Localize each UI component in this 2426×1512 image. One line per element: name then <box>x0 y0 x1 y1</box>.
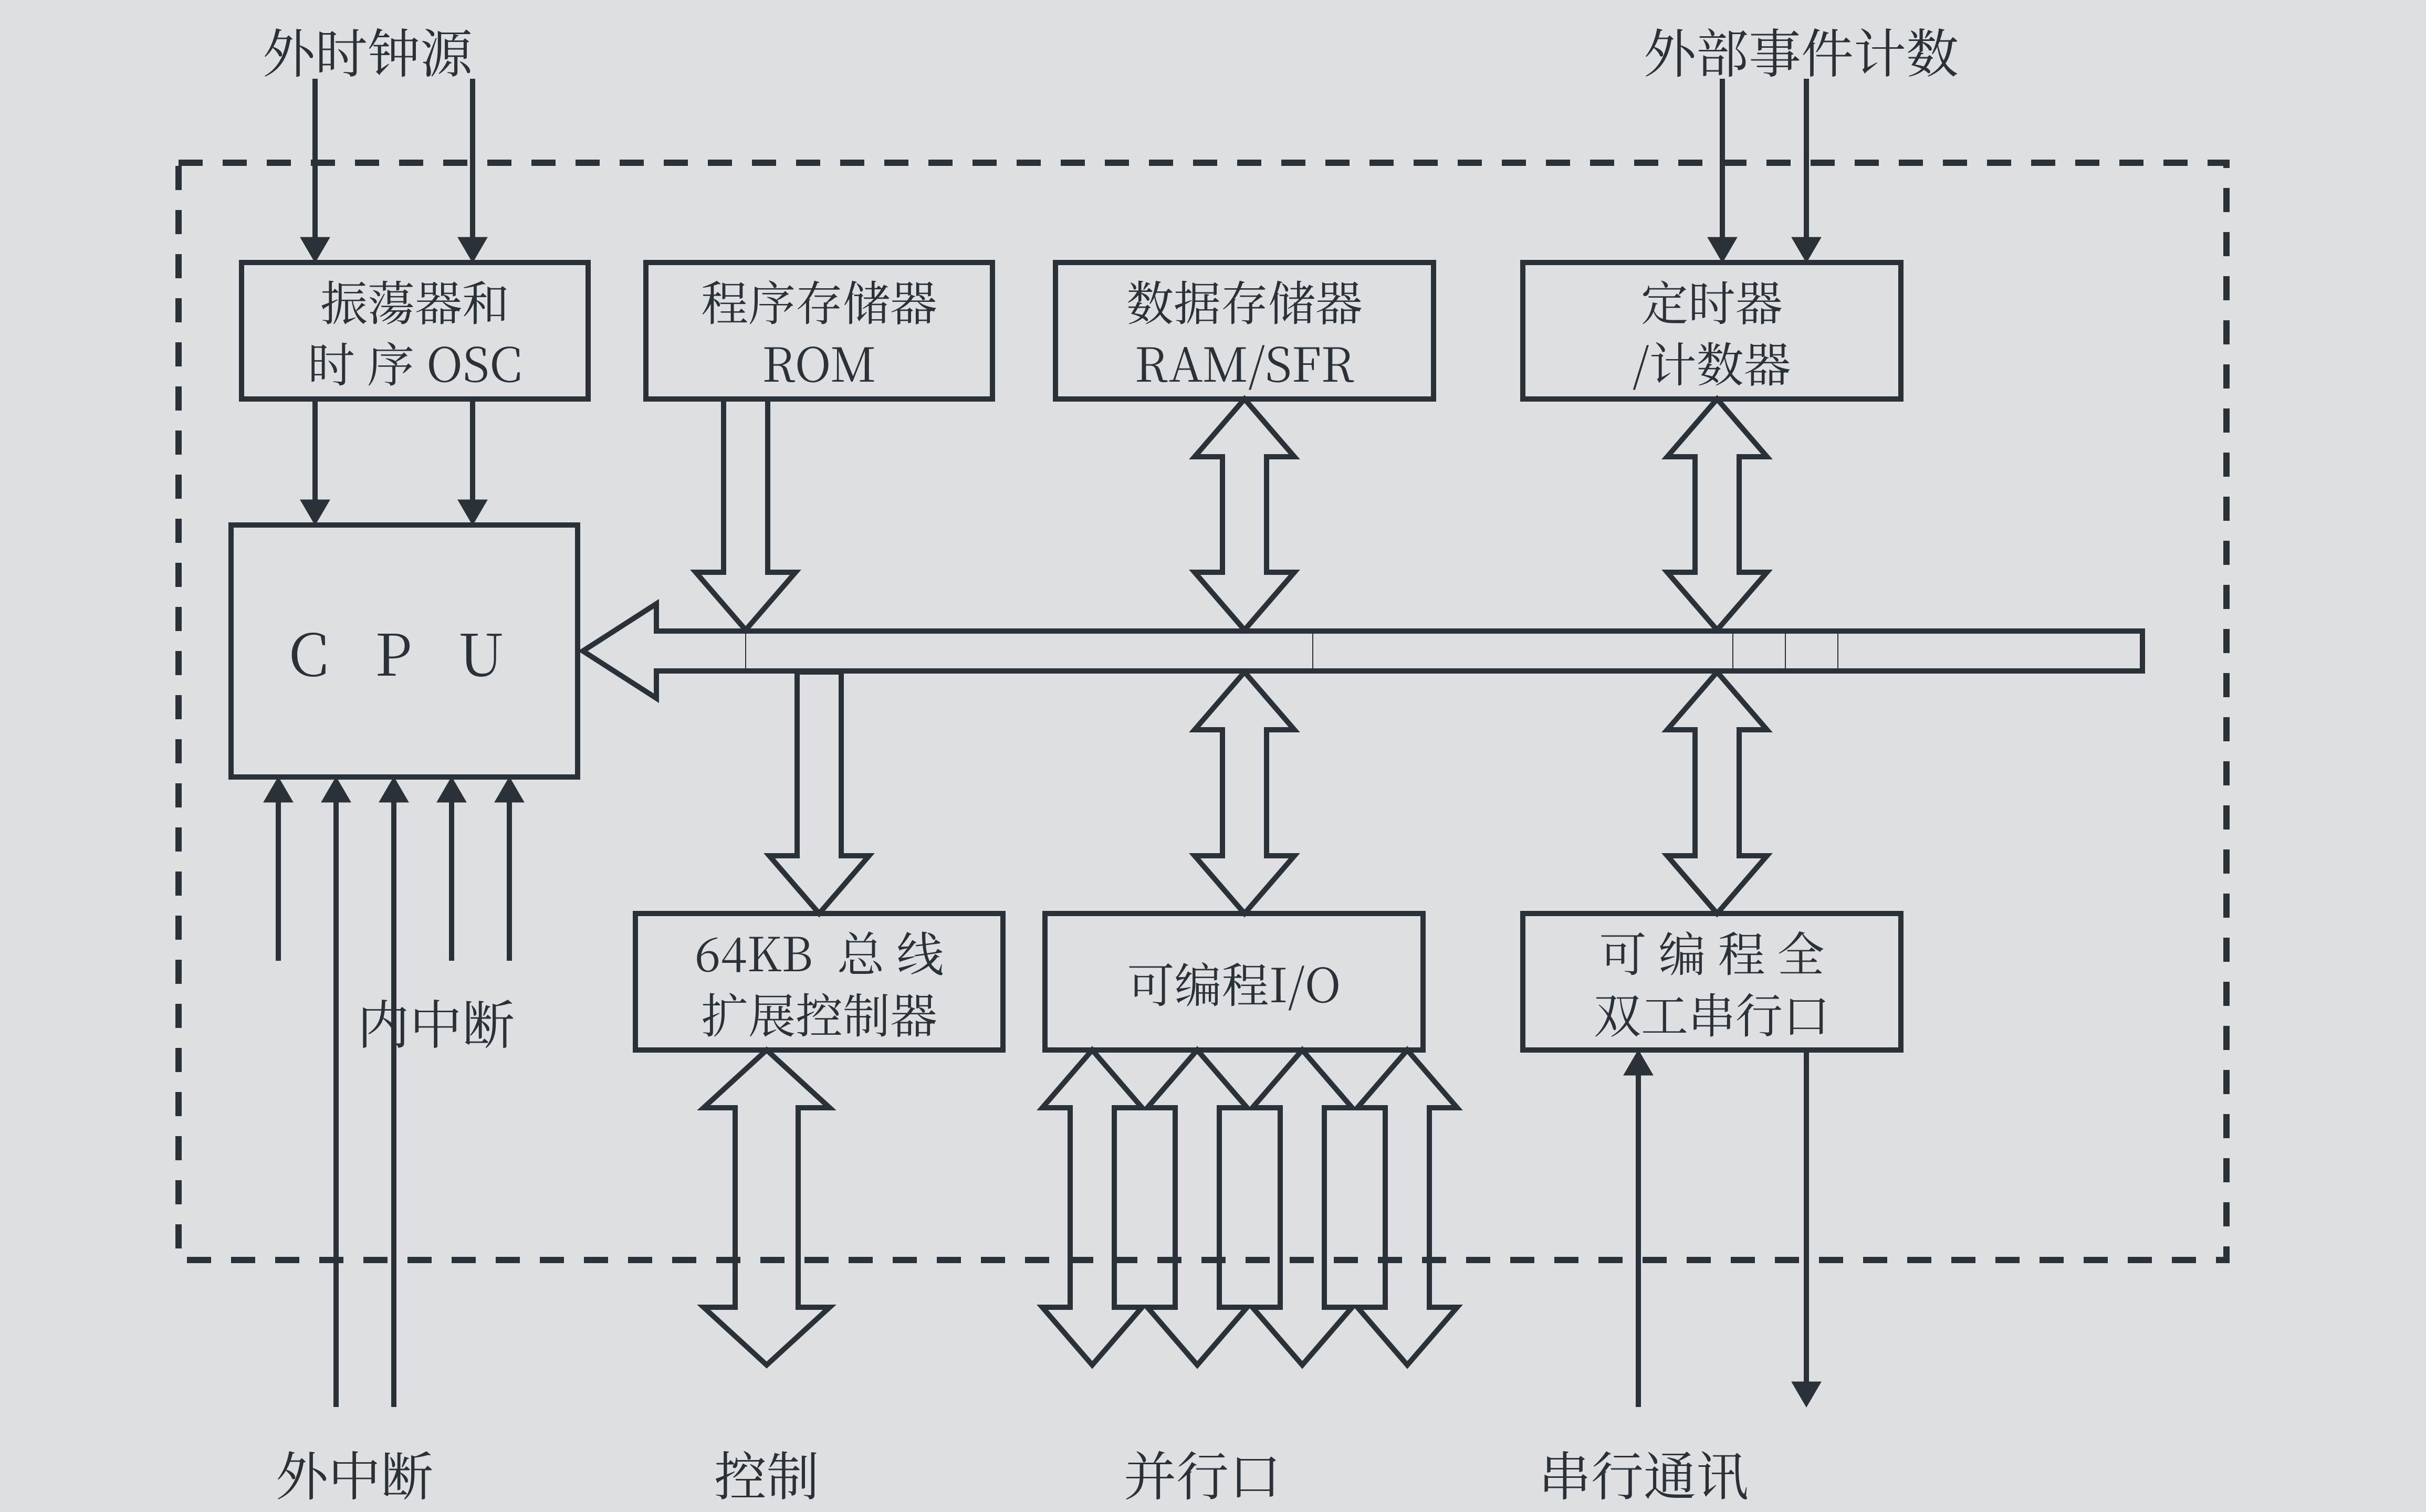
ext-label-clock_src: 外时钟源 <box>263 16 473 84</box>
block-label-ram: 数据存储器 RAM/SFR <box>1126 269 1363 392</box>
block-label-serial: 可 编 程 全 双工串行口 <box>1594 920 1830 1043</box>
diagram-svg <box>0 0 2426 1512</box>
ext-label-ext_int: 外中断 <box>276 1438 433 1507</box>
bus <box>583 604 2142 698</box>
block-label-pio: 可编程I/O <box>1127 951 1341 1013</box>
block-label-osc: 振蕩器和 时 序 OSC <box>308 269 522 392</box>
block-label-rom: 程序存储器 ROM <box>701 269 937 392</box>
block-label-cpu: C P U <box>289 614 520 689</box>
ext-label-control: 控制 <box>714 1438 819 1507</box>
ext-label-int_int: 内中断 <box>357 987 515 1055</box>
block-label-busctl: 64KB 总 线 扩展控制器 <box>695 920 944 1043</box>
block-label-timer: 定时器 /计数器 <box>1633 269 1791 392</box>
ext-label-serial_comm: 串行通讯 <box>1539 1438 1749 1507</box>
ext-label-parallel: 并行口 <box>1124 1438 1281 1507</box>
ext-label-event_count: 外部事件计数 <box>1644 16 1959 84</box>
diagram-root: 振蕩器和 时 序 OSC 程序存储器 ROM 数据存储器 RAM/SFR 定时器 /计… <box>0 0 2426 1512</box>
